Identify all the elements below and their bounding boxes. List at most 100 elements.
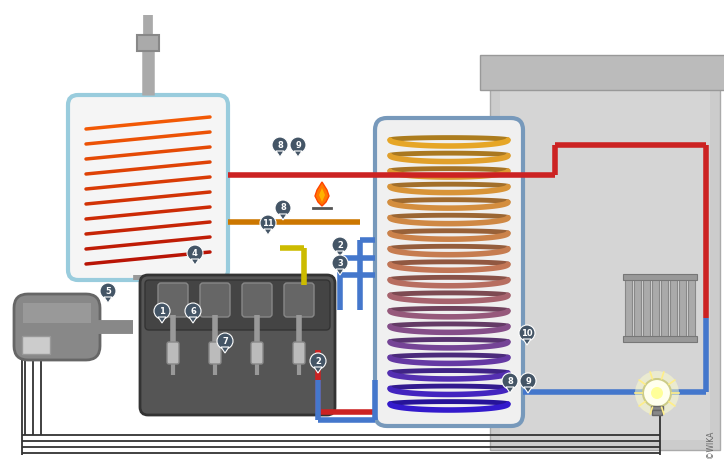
Bar: [383, 267, 515, 268]
Bar: [383, 254, 515, 255]
Bar: [76, 256, 220, 257]
Bar: [383, 142, 515, 143]
Bar: [383, 169, 515, 170]
Bar: [383, 215, 515, 216]
Bar: [76, 236, 220, 237]
Bar: [76, 254, 220, 255]
Bar: [383, 400, 515, 401]
Bar: [383, 214, 515, 215]
Bar: [651, 406, 663, 410]
Bar: [383, 178, 515, 179]
Bar: [383, 394, 515, 395]
Bar: [383, 338, 515, 339]
Bar: [383, 159, 515, 160]
Text: 8: 8: [507, 376, 513, 385]
Bar: [383, 158, 515, 159]
Bar: [76, 163, 220, 164]
Bar: [383, 352, 515, 353]
Bar: [383, 399, 515, 400]
Circle shape: [290, 137, 306, 153]
Bar: [383, 367, 515, 368]
Bar: [383, 162, 515, 163]
Bar: [383, 409, 515, 410]
Bar: [383, 282, 515, 283]
Bar: [383, 293, 515, 294]
Bar: [76, 149, 220, 150]
Bar: [76, 173, 220, 174]
Bar: [76, 198, 220, 199]
Bar: [383, 349, 515, 350]
Bar: [383, 366, 515, 367]
Bar: [383, 333, 515, 334]
Bar: [383, 145, 515, 146]
Bar: [383, 220, 515, 221]
Bar: [383, 270, 515, 271]
Bar: [383, 193, 515, 194]
Bar: [383, 344, 515, 345]
Bar: [76, 129, 220, 130]
Bar: [76, 218, 220, 219]
Bar: [383, 376, 515, 377]
Bar: [383, 413, 515, 414]
Bar: [383, 380, 515, 381]
Bar: [688, 278, 695, 338]
Bar: [76, 255, 220, 256]
Bar: [383, 315, 515, 316]
Bar: [383, 213, 515, 214]
Bar: [76, 153, 220, 154]
Bar: [383, 281, 515, 282]
Bar: [383, 133, 515, 134]
Bar: [76, 178, 220, 179]
Bar: [76, 134, 220, 135]
Bar: [652, 410, 662, 415]
Bar: [383, 157, 515, 158]
Bar: [490, 60, 720, 450]
Bar: [383, 175, 515, 176]
Bar: [76, 105, 220, 106]
FancyBboxPatch shape: [145, 280, 330, 330]
FancyBboxPatch shape: [167, 342, 179, 364]
Bar: [383, 277, 515, 278]
Bar: [76, 113, 220, 114]
FancyBboxPatch shape: [293, 342, 305, 364]
Bar: [383, 300, 515, 301]
Bar: [383, 320, 515, 321]
Bar: [383, 257, 515, 258]
Bar: [76, 194, 220, 195]
Bar: [383, 155, 515, 156]
Bar: [661, 278, 668, 338]
Bar: [383, 299, 515, 300]
Bar: [76, 229, 220, 230]
Bar: [383, 130, 515, 131]
Bar: [76, 266, 220, 267]
Bar: [76, 243, 220, 244]
Bar: [76, 137, 220, 138]
Bar: [383, 147, 515, 148]
Bar: [383, 268, 515, 269]
Bar: [76, 205, 220, 206]
Text: 1: 1: [159, 307, 165, 316]
Bar: [383, 231, 515, 232]
Bar: [383, 181, 515, 182]
Bar: [76, 108, 220, 109]
Bar: [383, 330, 515, 331]
Polygon shape: [523, 339, 531, 345]
Bar: [383, 389, 515, 390]
Bar: [383, 218, 515, 219]
Bar: [383, 403, 515, 404]
Bar: [383, 197, 515, 198]
Bar: [76, 116, 220, 117]
Circle shape: [185, 303, 201, 319]
Bar: [383, 318, 515, 319]
Bar: [76, 211, 220, 212]
Bar: [76, 171, 220, 172]
Bar: [383, 334, 515, 335]
Text: 3: 3: [337, 259, 343, 268]
Bar: [383, 411, 515, 412]
Bar: [76, 127, 220, 128]
Polygon shape: [221, 347, 229, 353]
Polygon shape: [319, 188, 325, 202]
Bar: [383, 279, 515, 280]
Bar: [679, 278, 686, 338]
Circle shape: [310, 353, 326, 369]
